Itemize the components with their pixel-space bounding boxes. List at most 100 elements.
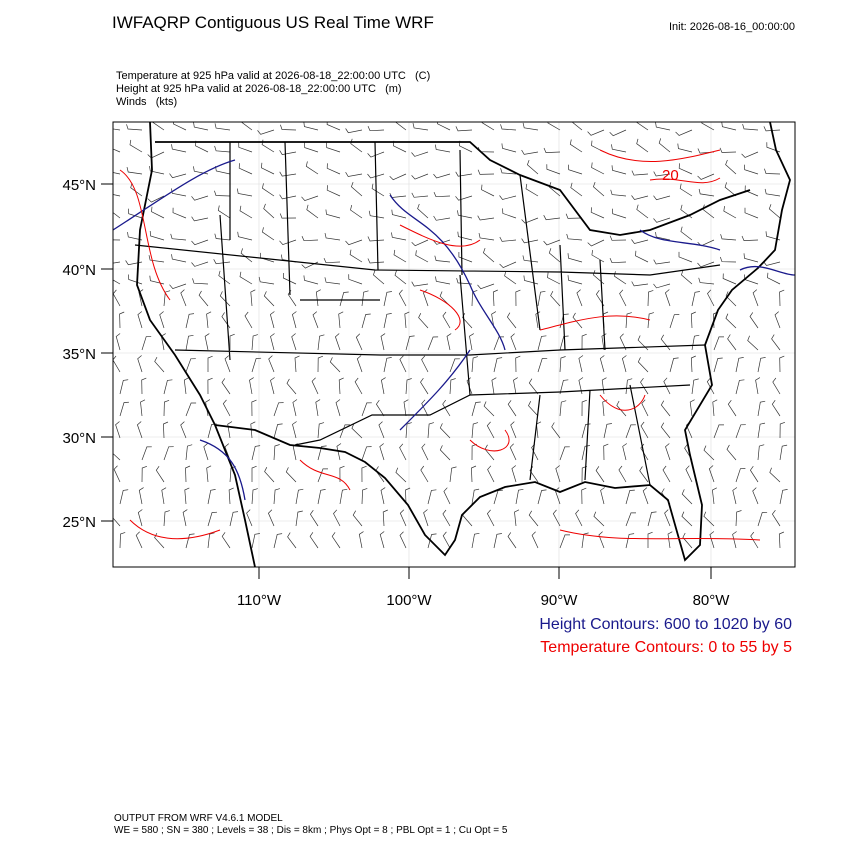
wind-barb — [287, 532, 297, 549]
wind-barb — [317, 445, 327, 461]
wind-barb — [433, 239, 451, 245]
wind-barb — [567, 275, 583, 285]
wind-barb — [417, 203, 429, 219]
wind-barb — [295, 510, 303, 527]
wind-barb — [725, 313, 737, 329]
wind-barb — [163, 421, 169, 439]
wind-barb — [778, 531, 785, 549]
wind-barb — [678, 163, 693, 175]
wind-barb — [779, 444, 788, 461]
wind-barb — [415, 250, 429, 263]
wind-barb — [721, 122, 737, 131]
wind-barb — [697, 261, 715, 268]
wind-barb — [698, 277, 715, 285]
wind-barb — [113, 148, 121, 153]
init-time: Init: 2026-08-16_00:00:00 — [669, 21, 795, 33]
wind-barb — [625, 489, 635, 505]
wind-barb — [442, 509, 451, 527]
wind-barb — [267, 509, 275, 527]
wind-barb — [119, 311, 125, 329]
contour-label: 20 — [662, 167, 679, 184]
wind-barb — [125, 260, 143, 266]
wind-barb — [154, 356, 165, 373]
wind-barb — [354, 377, 363, 395]
wind-barb — [477, 283, 495, 290]
wind-barb — [185, 465, 191, 483]
wind-barb — [660, 334, 671, 351]
wind-barb — [171, 188, 187, 197]
wind-barb — [228, 487, 234, 505]
wind-barb — [631, 239, 649, 244]
wind-barb — [113, 465, 121, 483]
wind-barb — [471, 356, 478, 373]
wind-barb — [767, 272, 781, 285]
wind-barb — [757, 400, 766, 417]
wind-barb — [227, 421, 233, 439]
wind-barb — [367, 173, 385, 179]
wind-barb — [669, 357, 679, 373]
wind-barb — [334, 333, 341, 351]
wind-barb — [555, 465, 561, 483]
wind-barb — [486, 509, 495, 527]
wind-barb — [537, 335, 547, 351]
wind-barb — [757, 444, 765, 461]
wind-barb — [449, 378, 456, 395]
wind-barb — [678, 251, 693, 263]
wind-barb — [427, 336, 439, 351]
wind-barb — [559, 335, 569, 351]
wind-barb — [768, 204, 781, 219]
wind-barb — [193, 166, 209, 175]
wind-barb — [537, 357, 548, 373]
wind-barb — [612, 208, 627, 219]
wind-barb — [238, 142, 253, 153]
wind-barb — [591, 162, 605, 175]
wind-barb — [443, 487, 451, 505]
wind-barb — [214, 233, 231, 241]
wind-barb — [559, 379, 569, 395]
wind-barb — [317, 468, 328, 483]
wind-barb — [442, 531, 451, 549]
wind-barb — [491, 311, 497, 329]
wind-barb — [631, 170, 649, 176]
wind-barb — [735, 424, 746, 439]
wind-barb — [279, 194, 297, 200]
wind-barb — [338, 377, 344, 395]
wind-barb — [155, 466, 165, 483]
wind-barb — [484, 444, 495, 461]
wind-barb — [238, 163, 253, 175]
wind-barb — [182, 509, 188, 527]
wind-barb — [500, 124, 517, 131]
wind-barb — [191, 195, 209, 201]
wind-barb — [703, 445, 715, 461]
wind-barb — [566, 233, 583, 241]
wind-barb — [581, 333, 587, 351]
wind-barb — [744, 185, 759, 197]
wind-barb — [185, 358, 196, 373]
wind-barb — [185, 313, 195, 329]
wind-barb — [727, 399, 737, 417]
wind-barb — [575, 509, 583, 527]
wind-barb — [113, 128, 121, 131]
wind-barb — [469, 333, 474, 351]
wind-barb — [405, 335, 415, 351]
wind-barb — [411, 151, 429, 157]
wind-barb — [250, 421, 256, 439]
wind-barb — [126, 167, 143, 175]
wind-barb — [411, 192, 429, 198]
wind-barb — [349, 249, 363, 263]
wind-barb — [636, 204, 649, 219]
wind-barb — [507, 400, 517, 417]
wind-barb — [207, 489, 216, 505]
wind-barb — [292, 311, 297, 329]
wind-barb — [273, 444, 280, 461]
wind-barb — [221, 312, 231, 329]
wind-barb — [439, 445, 451, 461]
wind-barb — [713, 424, 724, 439]
wind-barb — [119, 401, 130, 417]
wind-barb — [185, 402, 197, 417]
wind-barb — [251, 465, 257, 482]
wind-barb — [229, 333, 235, 350]
wind-barb — [755, 377, 761, 395]
wind-barb — [598, 531, 605, 549]
wind-barb — [240, 122, 253, 131]
